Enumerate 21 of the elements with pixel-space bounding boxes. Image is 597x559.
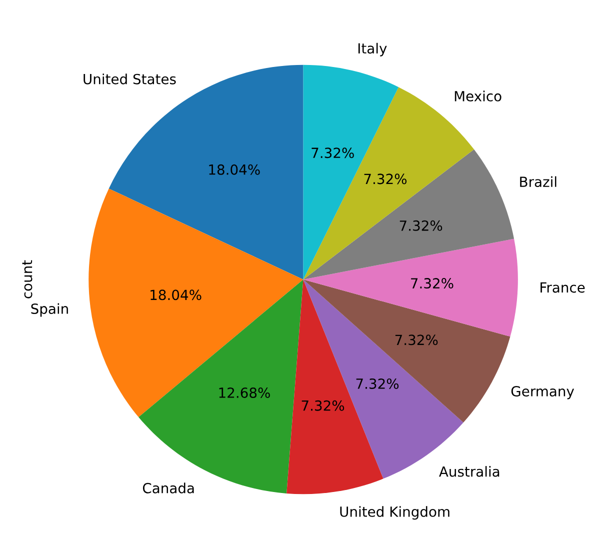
data-label: 7.32% (400, 220, 442, 231)
data-label: 12.68% (219, 387, 270, 398)
slice-label: Spain (31, 303, 68, 317)
data-label: 7.32% (302, 400, 344, 411)
slice-label: Germany (511, 386, 574, 400)
text: count (22, 260, 32, 298)
slice-label: Italy (358, 42, 387, 56)
slice-label: United States (84, 74, 176, 84)
slice-label: Canada (142, 482, 194, 494)
data-label: 7.32% (364, 174, 407, 184)
data-label: 18.04% (150, 290, 202, 300)
slice-label: Brazil (520, 176, 556, 188)
data-label: 7.32% (312, 148, 354, 158)
slice-label: Australia (439, 466, 500, 477)
slice-label: United Kingdom (340, 506, 450, 520)
data-label: 7.32% (395, 334, 438, 346)
slice-label: France (540, 282, 585, 293)
slice-label: Mexico (454, 90, 502, 102)
data-label: 7.32% (356, 378, 399, 389)
data-label: 7.32% (411, 278, 454, 289)
data-label: 18.04% (209, 164, 260, 175)
